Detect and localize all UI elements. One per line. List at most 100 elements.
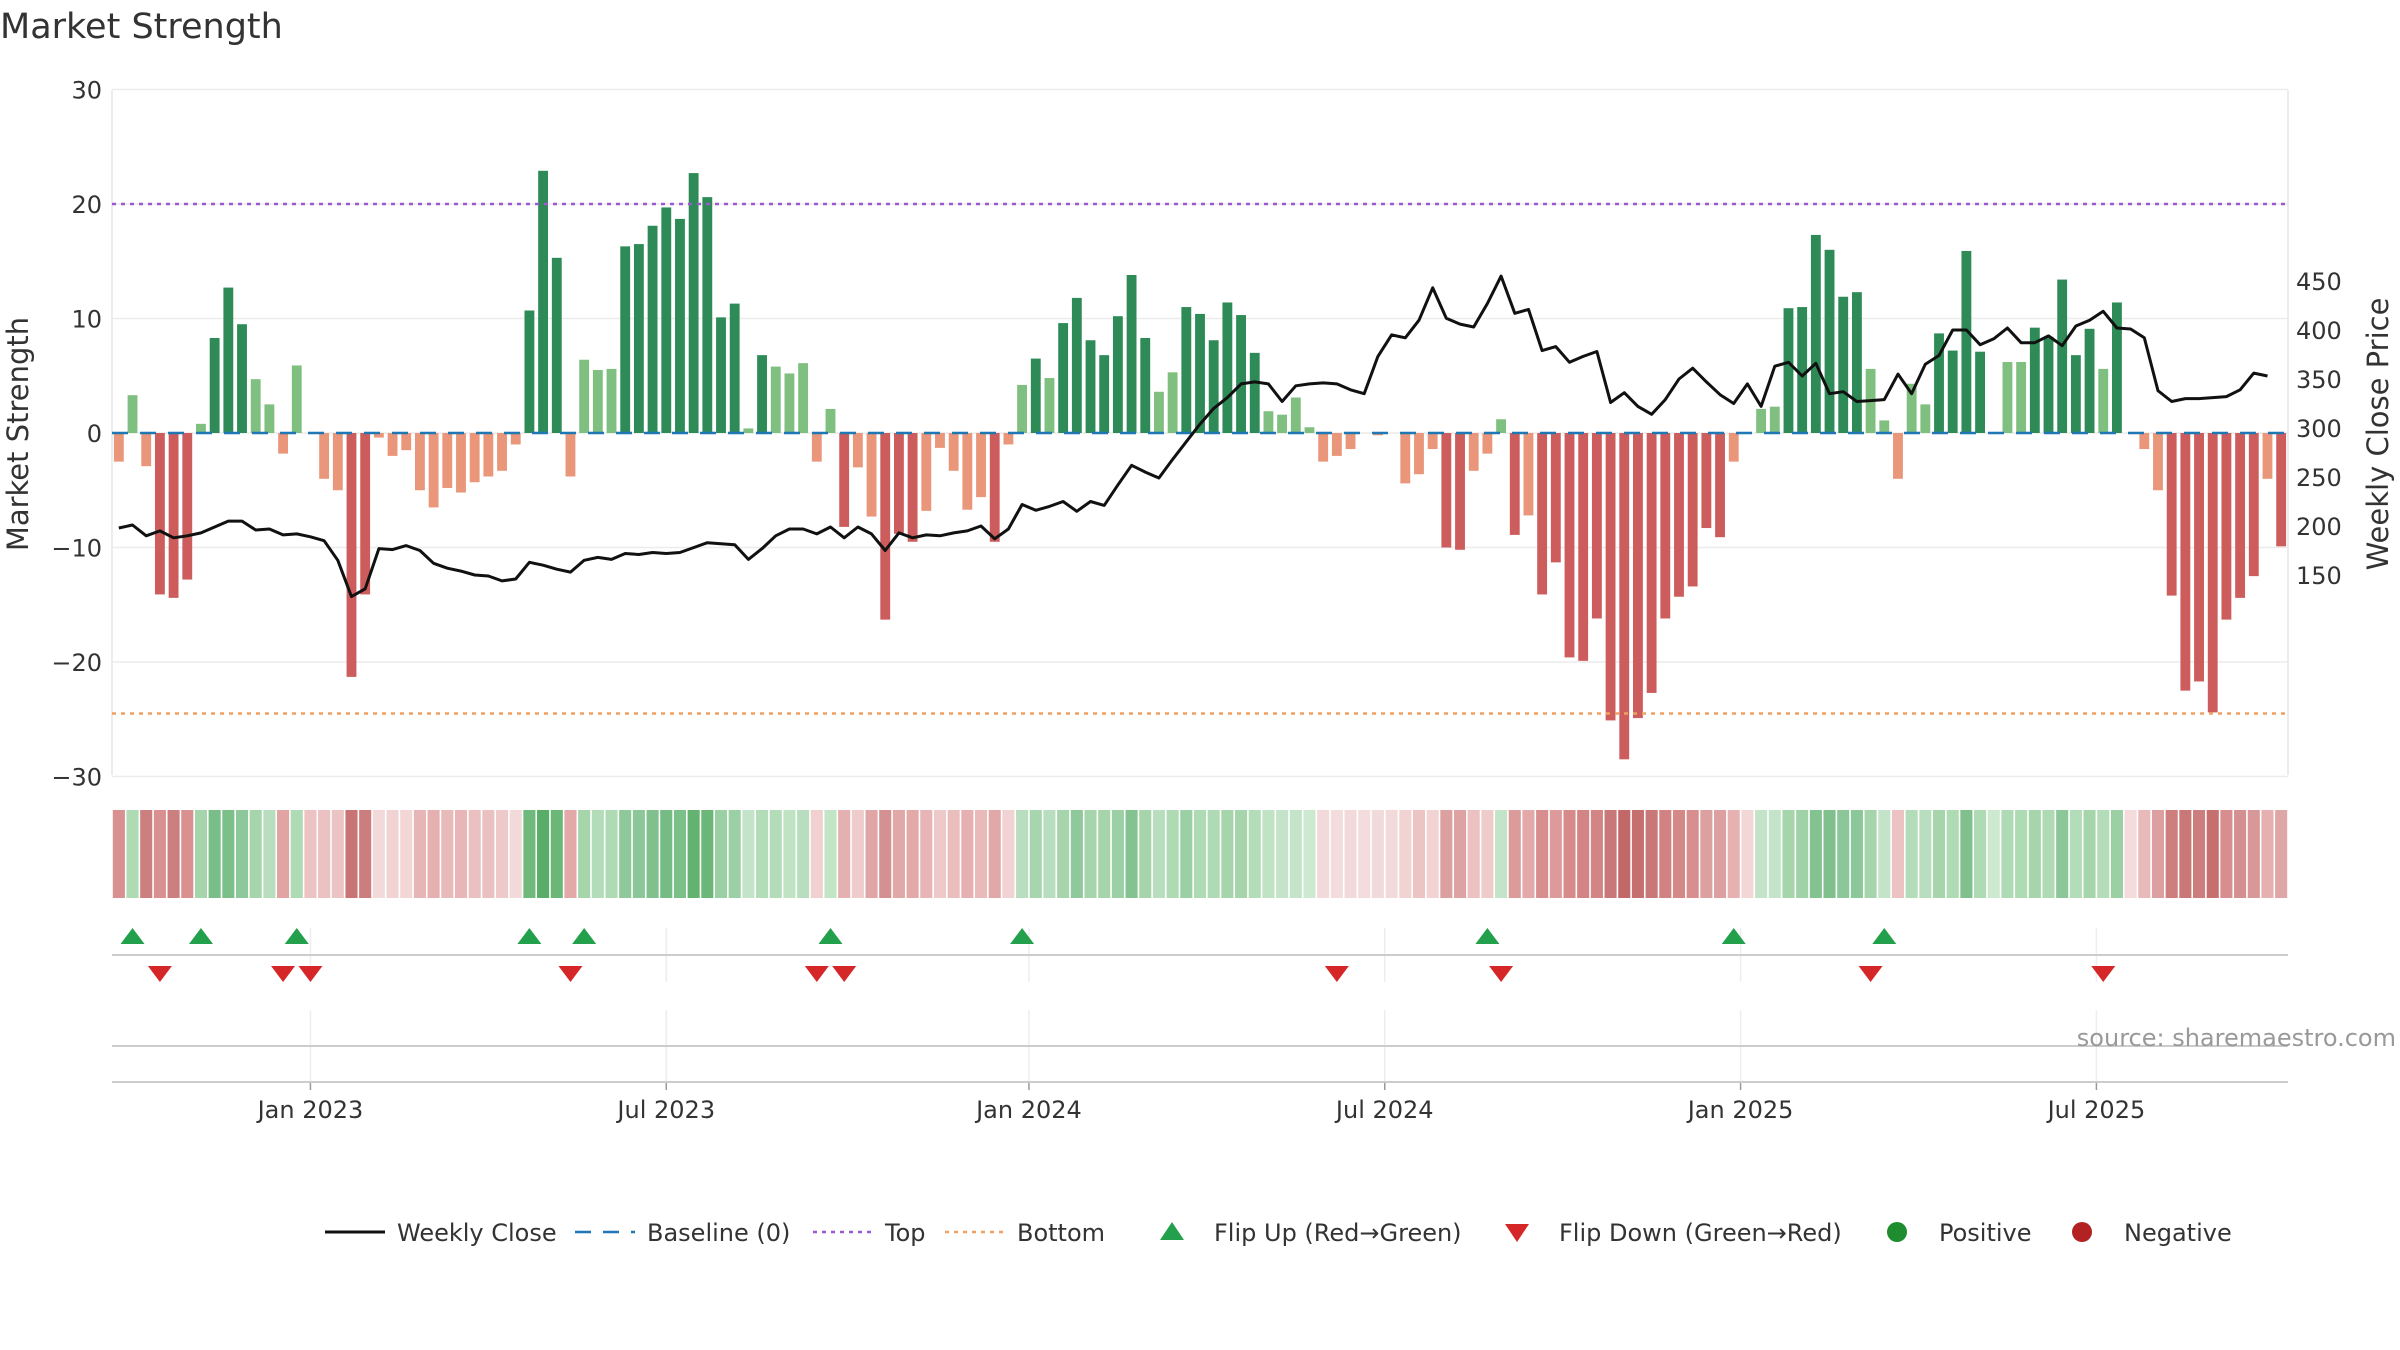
heat-cell [550, 810, 563, 898]
strength-bar [921, 433, 932, 511]
strength-bar [647, 225, 658, 433]
x-tick-label: Jul 2025 [2046, 1096, 2146, 1124]
heat-cell [222, 810, 235, 898]
strength-bar [2153, 433, 2163, 491]
strength-bar [2084, 328, 2095, 433]
heat-cell [208, 810, 221, 898]
heat-cell [372, 810, 385, 898]
heat-cell [1768, 810, 1781, 898]
strength-heat-strip [112, 810, 2288, 898]
strength-bar [113, 433, 124, 462]
heat-cell [1700, 810, 1713, 898]
strength-bar [1619, 433, 1630, 760]
strength-bar [2166, 433, 2177, 596]
heat-cell [509, 810, 522, 898]
x-tick-label: Jul 2023 [615, 1096, 715, 1124]
y2-tick-label: 300 [2296, 415, 2342, 443]
heat-cell [2110, 810, 2123, 898]
heat-cell [1618, 810, 1631, 898]
heat-cell [687, 810, 700, 898]
strength-bar [825, 408, 836, 433]
strength-bar [1701, 433, 1712, 529]
strength-bar [497, 433, 507, 471]
strength-bar [784, 373, 795, 433]
strength-bar [2180, 433, 2191, 691]
strength-bar [893, 433, 904, 534]
heat-cell [879, 810, 892, 898]
heat-cell [1549, 810, 1562, 898]
heat-cell [632, 810, 645, 898]
x-tick-label: Jan 2025 [1686, 1096, 1794, 1124]
strength-bar [1099, 355, 1110, 433]
heat-cell [605, 810, 618, 898]
strength-bar [2002, 362, 2013, 433]
heat-cell [441, 810, 454, 898]
heat-cell [851, 810, 864, 898]
heat-cell [1495, 810, 1508, 898]
strength-bar [770, 366, 781, 433]
strength-bar [2098, 368, 2109, 433]
y-tick-label: −20 [51, 649, 102, 677]
heat-cell [235, 810, 249, 898]
heat-cell [249, 810, 262, 898]
strength-bar [1879, 420, 1890, 433]
strength-bar [1318, 433, 1329, 462]
strength-bar [565, 433, 576, 477]
strength-bar [729, 303, 740, 433]
strength-bar [880, 433, 891, 620]
legend-label: Flip Up (Red→Green) [1214, 1219, 1462, 1247]
flip-down-marker [1324, 966, 1349, 982]
strength-bar [2112, 302, 2122, 433]
strength-bar [866, 433, 877, 517]
heat-cell [1043, 810, 1056, 898]
heat-cell [194, 810, 207, 898]
heat-cell [2015, 810, 2028, 898]
legend-circle-swatch [2072, 1222, 2092, 1242]
strength-bar [661, 207, 672, 433]
strength-bar [1975, 351, 1986, 433]
strength-bar [2235, 433, 2246, 598]
heat-cell [1536, 810, 1549, 898]
strength-bar [1400, 433, 1411, 484]
strength-bar [1304, 427, 1315, 433]
heat-cell [181, 810, 194, 898]
heat-cell [1522, 810, 1535, 898]
legend: Weekly Close Baseline (0) Top Bottom Flip Up… [325, 1219, 2232, 1247]
strength-bar [538, 170, 549, 434]
x-tick-label: Jan 2024 [974, 1096, 1082, 1124]
heat-cell [578, 810, 591, 898]
heat-cell [838, 810, 851, 898]
strength-bar [1605, 433, 1616, 721]
strength-bar [2029, 327, 2040, 433]
heat-cell [1823, 810, 1836, 898]
strength-bar [2248, 433, 2259, 577]
heat-cell [2124, 810, 2137, 898]
strength-bar [1934, 333, 1944, 433]
strength-bar [1578, 433, 1589, 661]
strength-bar [2221, 433, 2232, 620]
strength-bar [2057, 279, 2068, 433]
legend-item: Positive [1887, 1219, 2032, 1247]
strength-bar [1564, 433, 1575, 658]
strength-bar [1277, 414, 1288, 433]
legend-circle-swatch [1887, 1222, 1907, 1242]
heat-cell [1440, 810, 1453, 898]
heat-cell [2206, 810, 2219, 898]
heat-cell [1905, 810, 1918, 898]
strength-bar [469, 433, 480, 483]
strength-bar [1810, 234, 1821, 433]
legend-item: Flip Up (Red→Green) [1160, 1219, 1462, 1247]
strength-bar [1797, 307, 1808, 433]
strength-bar [1674, 433, 1684, 597]
heat-cell [1974, 810, 1987, 898]
strength-bar [1071, 297, 1082, 433]
flip-up-marker [517, 928, 542, 944]
strength-bar [510, 433, 521, 445]
strength-bar [1550, 433, 1561, 563]
strength-bar [702, 197, 713, 433]
strength-bar [962, 433, 973, 510]
heat-cell [2069, 810, 2082, 898]
strength-bar [2207, 433, 2218, 713]
heat-cell [906, 810, 919, 898]
heat-cell [591, 810, 604, 898]
